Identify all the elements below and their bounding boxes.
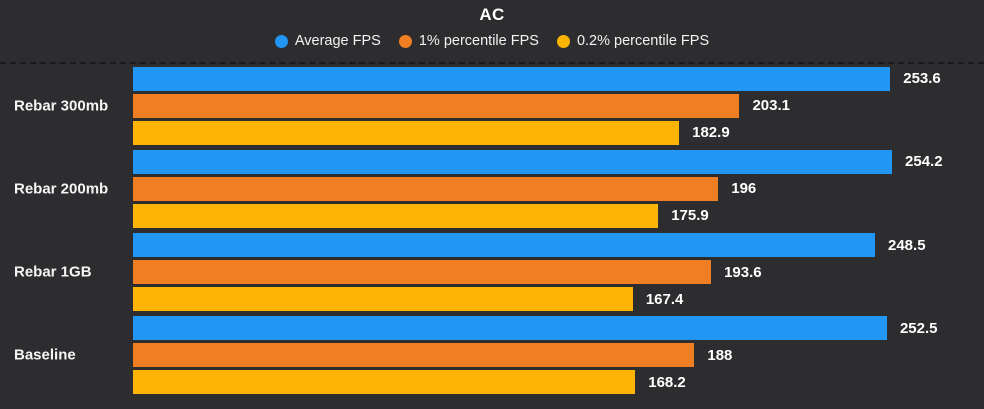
bar-row: 254.2 [133, 149, 984, 174]
bar-row: 248.5 [133, 233, 984, 258]
bar-value-label: 193.6 [724, 263, 762, 281]
bar-0-2-percentile-fps [133, 370, 636, 395]
category-group-rebar-300mb: Rebar 300mb 253.6 203.1 182.9 [0, 64, 984, 147]
circle-icon [556, 34, 570, 48]
bar-0-2-percentile-fps [133, 120, 680, 145]
bar-value-label: 248.5 [888, 236, 926, 254]
legend-label: 0.2% percentile FPS [576, 33, 710, 49]
category-label: Rebar 200mb [14, 180, 109, 198]
bar-row: 193.6 [133, 260, 984, 285]
legend-item-0-2-percentile-fps[interactable]: 0.2% percentile FPS [556, 33, 710, 49]
bar-value-label: 252.5 [899, 319, 938, 337]
category-label: Rebar 300mb [14, 97, 109, 115]
category-group-rebar-200mb: Rebar 200mb 254.2 196 175.9 [0, 147, 984, 230]
bar-row: 168.2 [133, 370, 984, 395]
plot-area: Rebar 300mb 253.6 203.1 182.9 Rebar 200mb 254… [0, 62, 984, 397]
circle-icon [274, 34, 288, 48]
bar-value-label: 253.6 [903, 70, 941, 88]
bar-value-label: 254.2 [905, 153, 943, 171]
bar-0-2-percentile-fps [133, 287, 633, 312]
bar-value-label: 203.1 [752, 97, 790, 115]
bar-1-percentile-fps [133, 176, 719, 201]
legend-item-1-percentile-fps[interactable]: 1% percentile FPS [398, 33, 539, 49]
bar-1-percentile-fps [133, 260, 712, 285]
bar-row: 196 [133, 176, 984, 201]
category-group-baseline: Baseline 252.5 188 168.2 [0, 314, 984, 397]
bar-value-label: 175.9 [671, 207, 709, 225]
bar-average-fps [133, 316, 887, 341]
bar-average-fps [133, 233, 875, 258]
bar-1-percentile-fps [133, 93, 740, 118]
bar-row: 253.6 [133, 66, 984, 91]
bar-row: 167.4 [133, 287, 984, 312]
bar-row: 182.9 [133, 120, 984, 145]
bar-average-fps [133, 149, 893, 174]
bar-value-label: 168.2 [648, 373, 686, 391]
category-label: Baseline [14, 346, 76, 364]
circle-icon [398, 34, 412, 48]
bar-row: 175.9 [133, 203, 984, 228]
category-group-rebar-1gb: Rebar 1GB 248.5 193.6 167.4 [0, 231, 984, 314]
bar-value-label: 196 [731, 180, 757, 198]
category-label: Rebar 1GB [14, 263, 92, 281]
bar-row: 188 [133, 343, 984, 368]
bar-average-fps [133, 66, 891, 91]
bar-value-label: 167.4 [645, 290, 684, 308]
bar-value-label: 188 [707, 346, 733, 364]
chart-legend: Average FPS 1% percentile FPS 0.2% perce… [0, 33, 984, 49]
bar-value-label: 182.9 [692, 124, 730, 142]
bar-1-percentile-fps [133, 343, 695, 368]
bar-row: 252.5 [133, 316, 984, 341]
bar-row: 203.1 [133, 93, 984, 118]
legend-label: Average FPS [294, 33, 381, 49]
chart-title: AC [479, 5, 505, 24]
bar-0-2-percentile-fps [133, 203, 659, 228]
legend-item-average-fps[interactable]: Average FPS [274, 33, 381, 49]
legend-label: 1% percentile FPS [418, 33, 539, 49]
